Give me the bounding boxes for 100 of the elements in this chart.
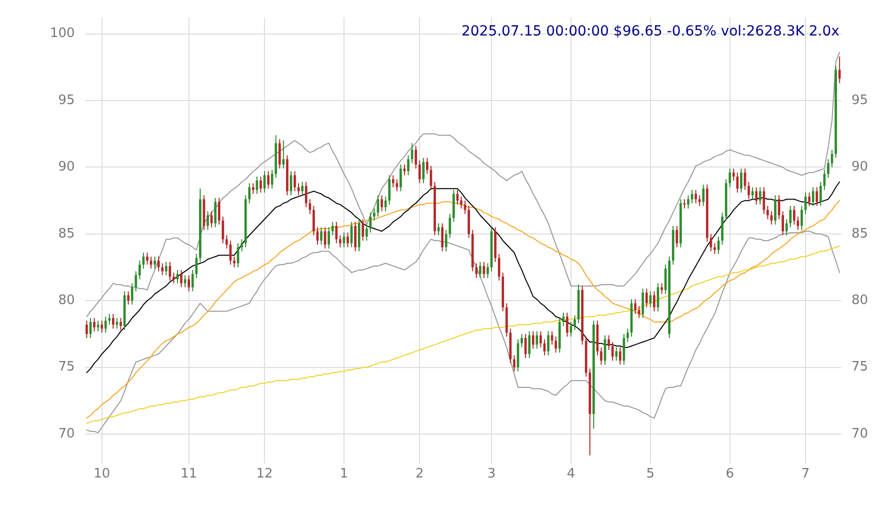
candlestick — [392, 174, 394, 188]
y2-tick-label: 70 — [851, 426, 868, 442]
y-tick-label: 85 — [58, 226, 75, 242]
candlestick — [127, 290, 130, 306]
candlestick — [486, 262, 489, 278]
candlestick — [714, 242, 716, 254]
candlestick — [278, 138, 281, 170]
candlestick — [312, 205, 315, 236]
candlestick — [812, 186, 814, 206]
candlestick — [792, 205, 796, 226]
candlestick — [740, 168, 742, 194]
candlestick — [774, 194, 776, 226]
candlestick — [134, 270, 138, 292]
candlestick — [365, 224, 368, 242]
candlestick — [645, 288, 648, 308]
candlestick — [294, 170, 296, 192]
candlestick — [694, 189, 697, 204]
candlestick — [161, 262, 164, 276]
y2-tick-label: 75 — [851, 360, 868, 375]
candlestick — [653, 290, 656, 312]
candlestick — [444, 229, 448, 252]
candlestick — [766, 205, 769, 220]
candlestick — [634, 298, 636, 314]
candlestick — [320, 226, 322, 246]
candlestick — [785, 218, 788, 236]
candlestick — [214, 197, 217, 228]
candlestick — [626, 328, 629, 342]
candlestick — [388, 174, 391, 206]
candlestick — [782, 210, 784, 236]
candlestick — [789, 205, 792, 228]
candlestick — [562, 312, 565, 326]
candlestick — [270, 169, 274, 190]
candlestick — [164, 261, 168, 276]
candlestick — [600, 346, 602, 366]
y2-tick-label: 85 — [851, 226, 868, 242]
y2-tick-label: 80 — [851, 293, 868, 308]
candlestick — [104, 316, 107, 334]
candlestick — [816, 186, 818, 206]
candlestick — [331, 221, 334, 236]
candlestick — [732, 168, 735, 182]
candlestick — [260, 176, 262, 194]
candlestick — [687, 194, 690, 210]
candlestick — [418, 160, 421, 184]
candlestick — [86, 320, 88, 338]
candlestick — [536, 330, 538, 350]
candlestick — [206, 210, 209, 230]
candlestick — [384, 196, 387, 212]
chart-title: 2025.07.15 00:00:00 $96.65 -0.65% vol:2628.3K 2.0x — [461, 23, 840, 40]
candlestick — [676, 225, 678, 248]
y2-tick-label: 90 — [851, 160, 868, 175]
candlestick — [702, 184, 705, 206]
y-tick-label: 95 — [58, 92, 75, 108]
candlestick — [554, 336, 557, 354]
candlestick — [642, 288, 644, 318]
candlestick — [528, 330, 531, 359]
candlestick — [154, 256, 156, 270]
candlestick — [698, 194, 701, 206]
candlestick — [240, 238, 243, 252]
candlestick — [328, 226, 330, 250]
candlestick — [736, 172, 739, 194]
candlestick — [649, 290, 652, 308]
x-tick-label: 1 — [340, 466, 348, 482]
candlestick — [195, 253, 198, 278]
candlestick — [478, 261, 482, 278]
candlestick — [108, 313, 111, 326]
candlestick — [100, 320, 104, 334]
candlestick — [407, 154, 410, 176]
candlestick — [339, 234, 342, 248]
candlestick — [233, 256, 236, 268]
candlestick — [520, 333, 523, 348]
candlestick — [758, 186, 762, 206]
x-tick-label: 3 — [487, 466, 496, 482]
candlestick — [540, 330, 542, 348]
candlestick — [574, 314, 576, 330]
candlestick — [426, 157, 428, 174]
candlestick — [191, 269, 194, 292]
candlestick — [827, 158, 830, 178]
candlestick — [354, 221, 356, 252]
candlestick — [93, 317, 96, 332]
y-tick-label: 80 — [58, 293, 75, 308]
candlestick — [226, 234, 228, 250]
candlestick — [252, 182, 254, 194]
candlestick — [660, 282, 663, 294]
candlestick — [400, 164, 402, 192]
candlestick — [112, 313, 114, 330]
candlestick — [615, 346, 618, 362]
candlestick — [441, 222, 444, 252]
candlestick — [346, 232, 349, 248]
candlestick — [608, 334, 610, 350]
x-tick-label: 12 — [256, 466, 273, 482]
x-tick-label: 4 — [566, 466, 576, 482]
y-tick-label: 100 — [50, 26, 75, 42]
candlestick — [304, 181, 308, 208]
candlestick — [301, 181, 304, 196]
candlestick — [414, 145, 418, 170]
candlestick — [748, 181, 750, 200]
candlestick — [120, 317, 122, 330]
candlestick — [172, 272, 175, 284]
candlestick — [755, 186, 758, 206]
candlestick — [547, 330, 550, 356]
